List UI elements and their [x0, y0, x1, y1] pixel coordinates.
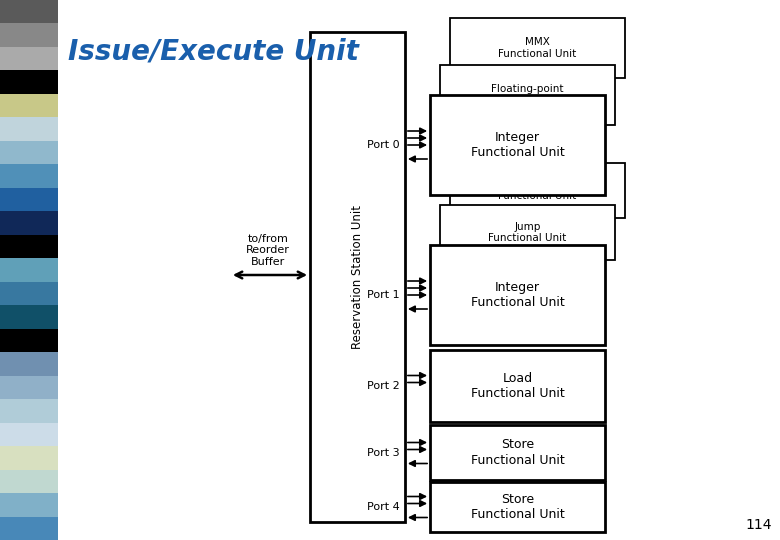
- Bar: [0, 94, 58, 117]
- Text: Issue/Execute Unit: Issue/Execute Unit: [68, 38, 359, 66]
- Bar: [310, 32, 405, 522]
- Text: Store
Functional Unit: Store Functional Unit: [470, 438, 565, 467]
- Text: Jump
Functional Unit: Jump Functional Unit: [488, 222, 566, 244]
- Bar: [0, 70, 58, 94]
- Text: to/from
Reorder
Buffer: to/from Reorder Buffer: [246, 234, 290, 267]
- Bar: [0, 164, 58, 188]
- Text: Integer
Functional Unit: Integer Functional Unit: [470, 131, 565, 159]
- Bar: [440, 65, 615, 125]
- Bar: [0, 23, 58, 47]
- Bar: [430, 95, 605, 195]
- Text: 114: 114: [746, 518, 772, 532]
- Text: Port 4: Port 4: [367, 502, 400, 512]
- Bar: [0, 446, 58, 470]
- Bar: [0, 258, 58, 282]
- Text: Port 1: Port 1: [367, 290, 400, 300]
- Bar: [430, 245, 605, 345]
- Bar: [450, 18, 625, 78]
- Text: Integer
Functional Unit: Integer Functional Unit: [470, 281, 565, 309]
- Text: MMX
Functional Unit: MMX Functional Unit: [498, 180, 576, 201]
- Bar: [450, 163, 625, 218]
- Bar: [0, 188, 58, 211]
- Bar: [0, 376, 58, 399]
- Bar: [0, 399, 58, 423]
- Text: Store
Functional Unit: Store Functional Unit: [470, 493, 565, 521]
- Text: MMX
Functional Unit: MMX Functional Unit: [498, 37, 576, 59]
- Bar: [0, 235, 58, 258]
- Bar: [0, 0, 58, 23]
- Bar: [0, 117, 58, 141]
- Bar: [0, 329, 58, 352]
- Bar: [0, 282, 58, 305]
- Text: Port 3: Port 3: [367, 448, 400, 458]
- Bar: [0, 517, 58, 540]
- Text: Port 0: Port 0: [367, 140, 400, 150]
- Bar: [0, 305, 58, 329]
- Bar: [430, 350, 605, 422]
- Text: Load
Functional Unit: Load Functional Unit: [470, 372, 565, 400]
- Bar: [0, 141, 58, 164]
- Text: Reservation Station Unit: Reservation Station Unit: [351, 205, 364, 349]
- Bar: [440, 205, 615, 260]
- Bar: [0, 47, 58, 70]
- Bar: [0, 211, 58, 235]
- Bar: [430, 425, 605, 480]
- Bar: [0, 493, 58, 517]
- Text: Floating-point
Functional Unit: Floating-point Functional Unit: [488, 84, 566, 106]
- Bar: [0, 352, 58, 376]
- Bar: [0, 423, 58, 446]
- Bar: [0, 470, 58, 493]
- Text: Port 2: Port 2: [367, 381, 400, 391]
- Bar: [430, 482, 605, 532]
